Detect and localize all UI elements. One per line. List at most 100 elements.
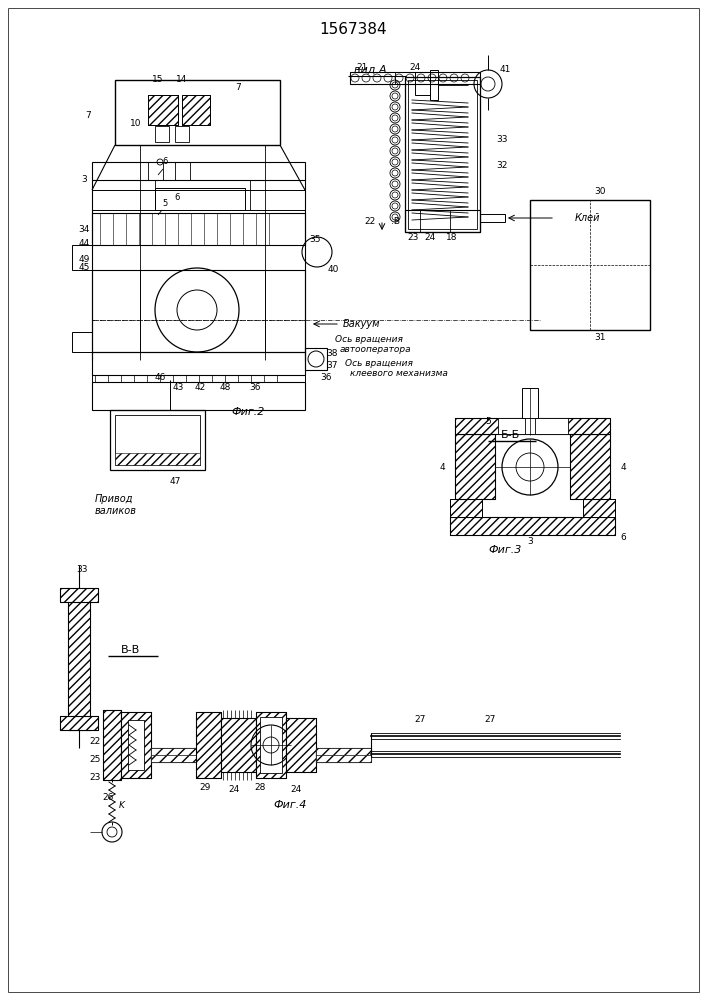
Bar (455, 434, 495, 499)
Text: 45: 45 (78, 263, 90, 272)
Bar (155, 126, 169, 142)
Text: 24: 24 (409, 64, 421, 73)
Text: 26: 26 (103, 794, 114, 802)
Bar (182, 95, 210, 125)
Text: 44: 44 (78, 238, 90, 247)
Bar (128, 720, 144, 770)
Text: 38: 38 (326, 349, 338, 358)
Text: 42: 42 (194, 383, 206, 392)
Bar (455, 418, 610, 434)
Bar (155, 188, 245, 210)
Text: 27: 27 (414, 716, 426, 724)
Text: 10: 10 (130, 118, 141, 127)
Text: 49: 49 (78, 255, 90, 264)
Bar (221, 718, 256, 772)
Bar (151, 755, 286, 762)
Bar (175, 126, 189, 142)
Text: 34: 34 (78, 226, 90, 234)
Bar (92, 352, 305, 375)
Bar (498, 418, 568, 434)
Bar (148, 162, 163, 180)
Text: 25: 25 (89, 756, 100, 764)
Bar (68, 600, 90, 730)
Bar (182, 95, 210, 125)
Bar (525, 418, 535, 434)
Text: Клей: Клей (575, 213, 600, 223)
Text: вид A: вид A (354, 65, 386, 75)
Text: 24: 24 (291, 786, 302, 794)
Bar (316, 748, 371, 762)
Bar (92, 213, 305, 245)
Bar (316, 755, 371, 762)
Bar (450, 499, 482, 517)
Text: 23: 23 (89, 774, 100, 782)
Bar (196, 712, 221, 778)
Text: 6: 6 (163, 157, 168, 166)
Text: 3: 3 (81, 176, 87, 184)
Text: В-В: В-В (120, 645, 139, 655)
Text: 31: 31 (595, 334, 606, 342)
Text: Ось вращения: Ось вращения (335, 336, 403, 344)
Bar (286, 718, 316, 772)
Text: 47: 47 (169, 478, 181, 487)
Text: 43: 43 (173, 383, 184, 392)
Bar (115, 415, 200, 465)
Bar (455, 418, 610, 434)
Text: 23: 23 (407, 233, 419, 242)
Bar (60, 588, 98, 602)
Text: 30: 30 (595, 188, 606, 196)
Text: Фиг.4: Фиг.4 (274, 800, 307, 810)
Text: 29: 29 (199, 784, 211, 792)
Bar (260, 717, 282, 773)
Text: K: K (119, 800, 125, 810)
Bar (115, 80, 280, 145)
Bar (92, 382, 305, 410)
Text: .B: .B (390, 218, 399, 227)
Bar (570, 434, 610, 499)
Bar (60, 716, 98, 730)
Bar (151, 748, 286, 755)
Bar (450, 499, 482, 517)
Text: клеевого механизма: клеевого механизма (350, 369, 448, 378)
Text: Вакуум: Вакуум (343, 319, 380, 329)
Text: 24: 24 (424, 233, 436, 242)
Text: 6: 6 (175, 194, 180, 202)
Bar (175, 162, 190, 180)
Bar (430, 70, 438, 100)
Bar (480, 214, 505, 222)
Bar (92, 162, 305, 180)
Bar (148, 95, 178, 125)
Text: Фиг.3: Фиг.3 (489, 545, 522, 555)
Bar (103, 710, 121, 780)
Text: 36: 36 (250, 383, 261, 392)
Text: автооператора: автооператора (340, 346, 411, 355)
Text: 33: 33 (76, 566, 88, 574)
Bar (72, 332, 92, 352)
Bar (405, 77, 480, 232)
Text: 46: 46 (154, 373, 165, 382)
Text: 5: 5 (163, 200, 168, 209)
Text: 6: 6 (620, 534, 626, 542)
Bar (60, 716, 98, 730)
Text: 22: 22 (89, 738, 100, 746)
Bar (256, 712, 286, 778)
Text: Б-Б: Б-Б (501, 430, 520, 440)
Text: Привод
валиков: Привод валиков (95, 494, 137, 516)
Text: 4: 4 (620, 462, 626, 472)
Text: 7: 7 (235, 84, 241, 93)
Text: 4: 4 (439, 462, 445, 472)
Bar (305, 348, 327, 370)
Text: 22: 22 (364, 218, 375, 227)
Bar (450, 517, 615, 535)
Bar (286, 718, 316, 772)
Text: 24: 24 (228, 786, 240, 794)
Text: Фиг.2: Фиг.2 (231, 407, 264, 417)
Text: 27: 27 (484, 716, 496, 724)
Bar (103, 710, 121, 780)
Text: 33: 33 (496, 135, 508, 144)
Text: 40: 40 (327, 265, 339, 274)
Bar (408, 80, 477, 229)
Bar (60, 588, 98, 602)
Text: 1567384: 1567384 (319, 22, 387, 37)
Text: 14: 14 (176, 76, 187, 85)
